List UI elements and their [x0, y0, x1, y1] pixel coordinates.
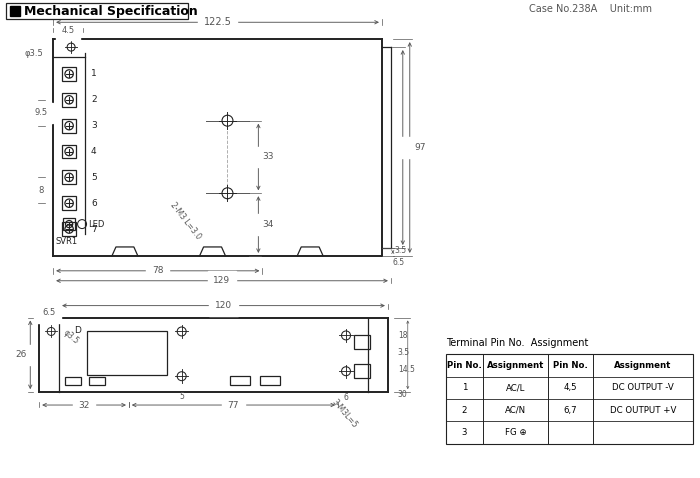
Text: 120: 120 [215, 301, 232, 310]
Bar [62, 67, 76, 81]
Text: Assignment: Assignment [487, 361, 545, 370]
Text: 3: 3 [91, 121, 97, 130]
Text: φ3.5: φ3.5 [25, 49, 43, 57]
Text: 3: 3 [462, 428, 468, 437]
Text: 1: 1 [91, 69, 97, 78]
Bar [63, 218, 75, 230]
Text: AC/L: AC/L [506, 383, 526, 392]
Text: 6,7: 6,7 [564, 406, 577, 415]
Text: 3-M3L=5: 3-M3L=5 [330, 398, 358, 430]
Text: 77: 77 [228, 401, 239, 410]
Text: 5: 5 [179, 391, 184, 401]
Text: 18: 18 [398, 331, 407, 340]
Text: 3.5: 3.5 [395, 247, 407, 255]
Bar [87, 331, 167, 375]
Text: FG ⊕: FG ⊕ [505, 428, 526, 437]
Bar [354, 336, 370, 349]
Text: 2-M3 L=3.0: 2-M3 L=3.0 [169, 201, 203, 241]
Bar [10, 6, 20, 16]
Text: 33: 33 [262, 152, 274, 162]
Text: DC OUTPUT -V: DC OUTPUT -V [612, 383, 673, 392]
Text: 85: 85 [407, 143, 419, 152]
Bar [62, 93, 76, 107]
Text: 1: 1 [462, 383, 468, 392]
Text: 78: 78 [152, 266, 164, 275]
Text: Pin No.: Pin No. [553, 361, 588, 370]
Text: AC/N: AC/N [505, 406, 526, 415]
Bar [6, 3, 188, 19]
Text: 14.5: 14.5 [398, 365, 414, 374]
Bar [446, 354, 692, 444]
Bar [89, 377, 105, 385]
Text: DC OUTPUT +V: DC OUTPUT +V [610, 406, 676, 415]
Text: Assignment: Assignment [614, 361, 671, 370]
Text: 6: 6 [91, 199, 97, 208]
Bar [62, 222, 76, 236]
Text: 6.5: 6.5 [393, 259, 405, 267]
Text: 2: 2 [462, 406, 468, 415]
Bar [62, 144, 76, 159]
Bar [354, 364, 370, 378]
Text: 6: 6 [344, 392, 349, 402]
Text: 3.5: 3.5 [398, 348, 410, 357]
Bar [65, 377, 81, 385]
Text: 2: 2 [91, 95, 97, 104]
Text: 9.5: 9.5 [35, 108, 48, 117]
Bar [62, 170, 76, 185]
Text: Mechanical Specification: Mechanical Specification [25, 5, 198, 18]
Text: 122.5: 122.5 [204, 17, 232, 27]
Text: 97: 97 [414, 143, 426, 152]
Text: LED: LED [88, 219, 104, 228]
Text: 32: 32 [78, 401, 90, 410]
Text: 34: 34 [262, 220, 274, 229]
Text: 129: 129 [214, 276, 230, 285]
Text: 6.5: 6.5 [43, 308, 56, 317]
Text: D: D [74, 326, 80, 335]
Text: Case No.238A    Unit:mm: Case No.238A Unit:mm [529, 4, 652, 14]
Text: 4,5: 4,5 [564, 383, 577, 392]
Text: 5: 5 [91, 173, 97, 182]
Text: 26: 26 [15, 350, 27, 359]
Text: 30: 30 [398, 390, 407, 399]
Text: Pin No.: Pin No. [447, 361, 482, 370]
Text: 4.5: 4.5 [62, 26, 75, 35]
Text: φ3.5: φ3.5 [61, 328, 80, 347]
Text: 4: 4 [91, 147, 97, 156]
Bar [62, 196, 76, 210]
Text: 7: 7 [91, 225, 97, 234]
Text: 8: 8 [38, 186, 44, 195]
Bar [62, 119, 76, 132]
Text: Terminal Pin No.  Assignment: Terminal Pin No. Assignment [446, 338, 588, 348]
Bar [230, 376, 251, 385]
Bar [260, 376, 280, 385]
Text: SVR1: SVR1 [55, 238, 77, 247]
